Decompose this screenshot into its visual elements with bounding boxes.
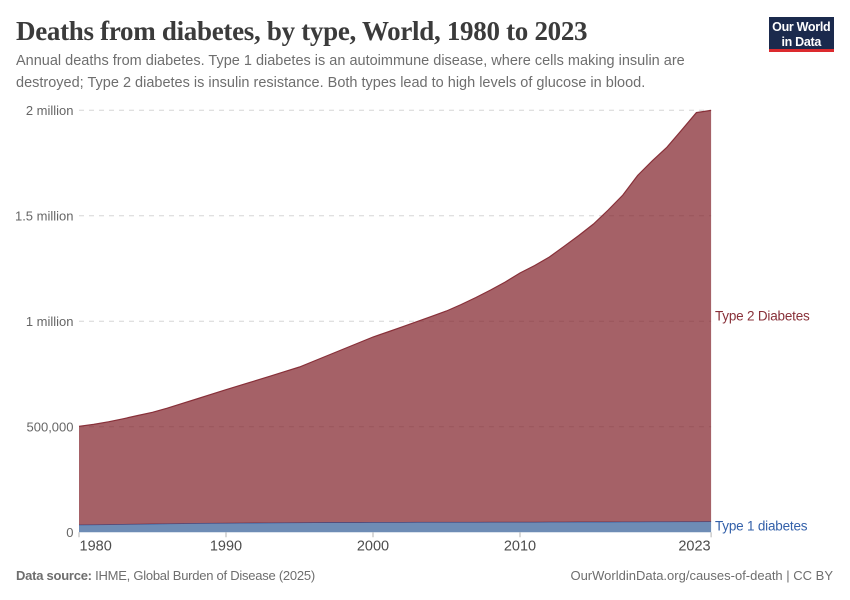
svg-text:2023: 2023 — [678, 539, 710, 555]
svg-text:1980: 1980 — [80, 539, 112, 555]
svg-text:Type 2 Diabetes: Type 2 Diabetes — [715, 309, 810, 324]
svg-text:1.5 million: 1.5 million — [15, 208, 74, 223]
svg-text:2 million: 2 million — [26, 103, 74, 118]
svg-text:1990: 1990 — [210, 539, 242, 555]
svg-text:0: 0 — [66, 525, 73, 540]
svg-text:Type 1 diabetes: Type 1 diabetes — [715, 519, 808, 534]
svg-text:2000: 2000 — [357, 539, 389, 555]
svg-text:500,000: 500,000 — [27, 419, 74, 434]
svg-text:1 million: 1 million — [26, 314, 74, 329]
svg-text:2010: 2010 — [504, 539, 536, 555]
